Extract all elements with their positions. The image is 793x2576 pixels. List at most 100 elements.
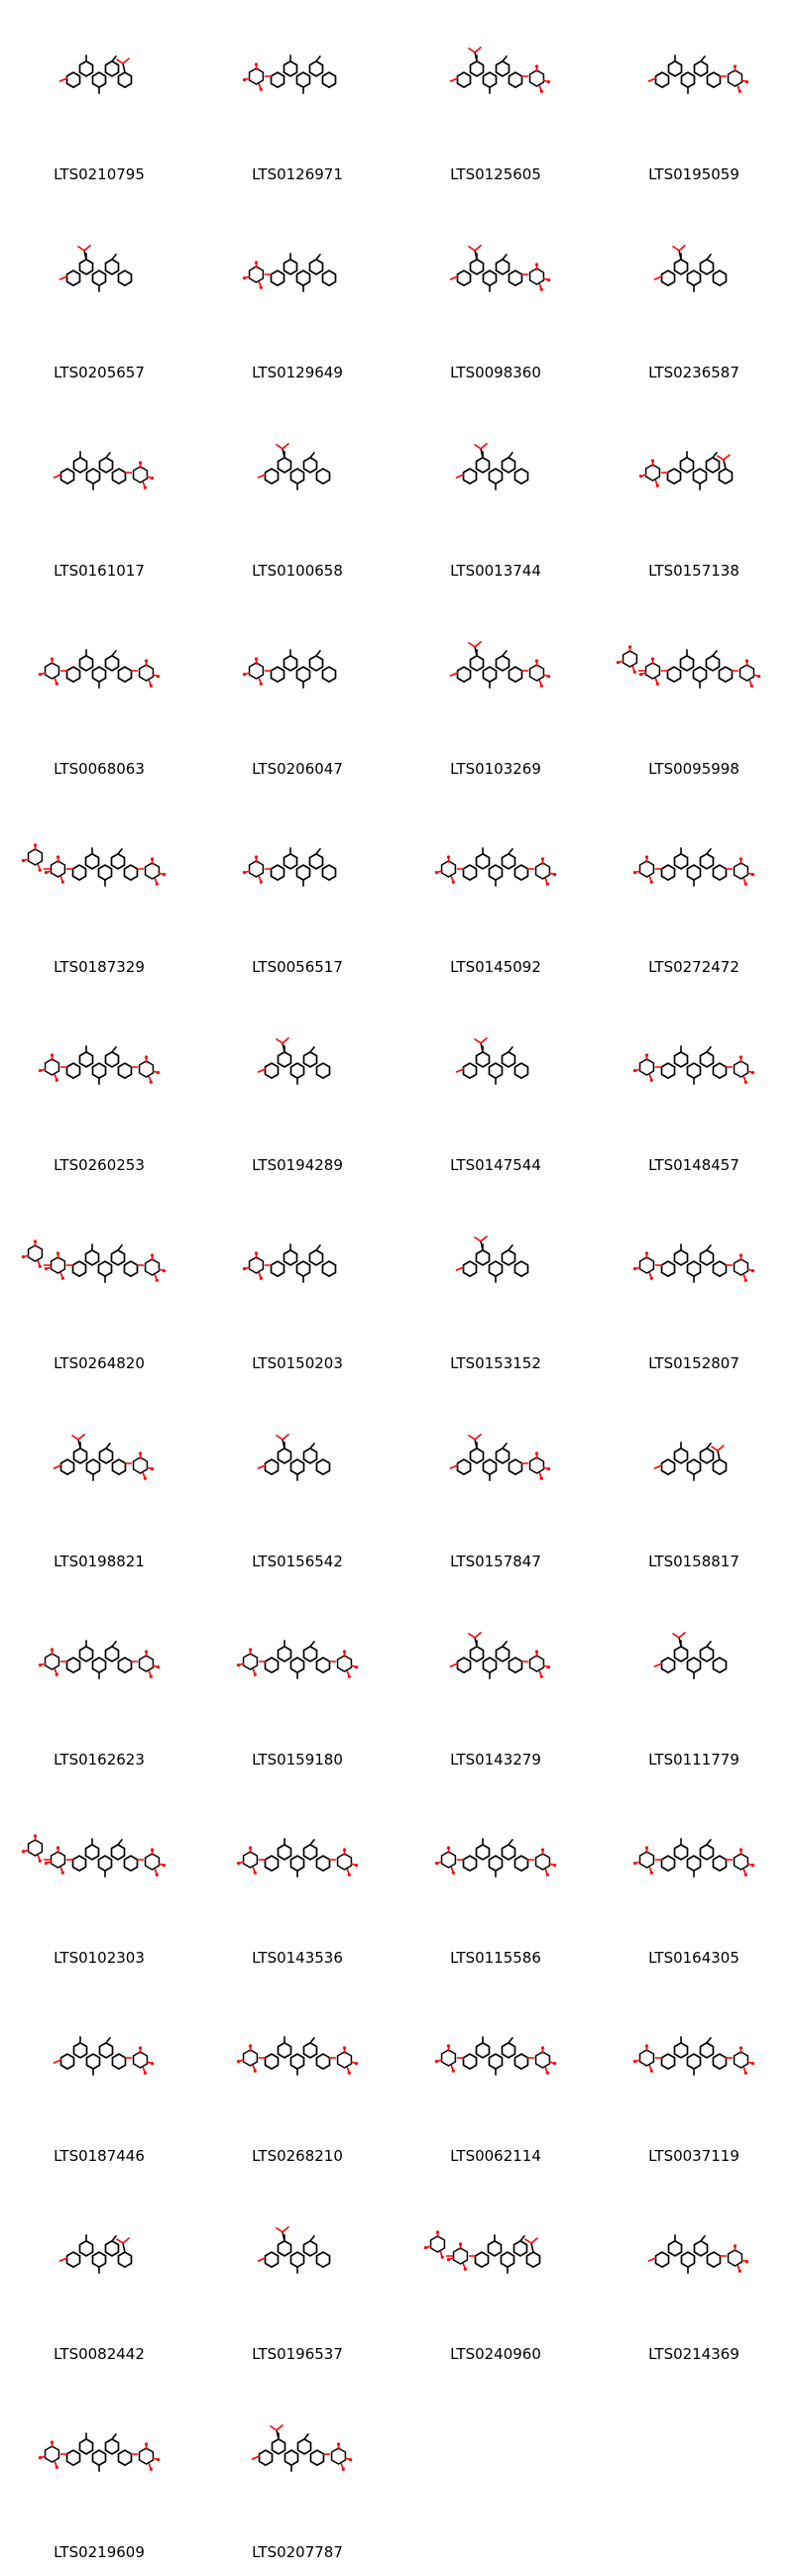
methyl-bond bbox=[503, 651, 507, 656]
fused-ring bbox=[118, 2450, 131, 2465]
triterpene-core bbox=[668, 650, 733, 688]
fused-ring bbox=[93, 667, 106, 682]
molecule-structure bbox=[396, 1585, 595, 1734]
methyl-bond bbox=[503, 1642, 507, 1647]
molecule-structure bbox=[595, 1387, 793, 1536]
methyl-bond bbox=[106, 453, 110, 458]
fused-ring bbox=[484, 72, 497, 87]
fused-ring bbox=[662, 865, 675, 880]
hydroxyl-oxygen bbox=[633, 1267, 636, 1270]
sugar-ring-bonds bbox=[140, 1656, 154, 1671]
triterpene-core bbox=[656, 2235, 721, 2273]
carboxyl-group bbox=[469, 246, 481, 260]
hydroxyl-oxygen bbox=[745, 2260, 748, 2263]
hydroxyl-oxygen bbox=[39, 869, 42, 872]
hydroxyl-oxygen bbox=[739, 1055, 742, 1058]
fused-ring bbox=[266, 2054, 279, 2069]
fused-ring bbox=[490, 865, 503, 880]
fused-ring bbox=[514, 1063, 527, 1078]
hydroxyl-bond bbox=[475, 246, 481, 251]
triterpene-core bbox=[668, 452, 733, 489]
fused-ring bbox=[477, 2043, 490, 2058]
carboxyl-bond bbox=[679, 251, 681, 260]
sugar-ring-bonds bbox=[735, 1854, 748, 1870]
hydroxyl-oxygen bbox=[435, 2060, 438, 2063]
hydroxyl-bond bbox=[54, 1465, 60, 1468]
molecule-cell: LTS0100658 bbox=[198, 396, 396, 594]
hydroxyl-oxygen bbox=[751, 1864, 754, 1867]
hydroxyl-oxygen bbox=[447, 2258, 450, 2261]
fused-ring bbox=[316, 2054, 329, 2069]
fused-ring bbox=[272, 72, 284, 87]
hydroxyl-bond bbox=[59, 78, 66, 81]
molecule-structure bbox=[396, 198, 595, 347]
sugar-ring bbox=[530, 1650, 551, 1677]
methyl-bond bbox=[112, 1047, 116, 1052]
sugar-ring bbox=[735, 1253, 755, 1281]
molecule-id-label: LTS0129649 bbox=[198, 364, 396, 381]
fused-ring bbox=[87, 1459, 100, 1474]
fused-ring bbox=[477, 1250, 490, 1265]
sugar-ring-bonds bbox=[146, 1854, 160, 1870]
hydroxyl-oxygen bbox=[249, 1648, 252, 1651]
fused-ring bbox=[284, 854, 297, 869]
sugar-ring-bonds bbox=[735, 1259, 748, 1275]
hydroxyl-bond bbox=[252, 2456, 259, 2459]
hydroxyl-oxygen bbox=[39, 1860, 42, 1863]
fused-ring bbox=[688, 1063, 701, 1078]
carboxyl-bond bbox=[475, 1440, 477, 1449]
molecule-structure bbox=[0, 396, 198, 545]
molecule-cell: LTS0102303 bbox=[0, 1783, 198, 1982]
hydroxyl-bond bbox=[277, 2425, 283, 2430]
molecule-cell: LTS0159180 bbox=[198, 1585, 396, 1783]
carboxyl-group bbox=[72, 1435, 84, 1449]
hydroxyl-bond bbox=[456, 1069, 463, 1072]
fused-ring bbox=[80, 61, 93, 76]
molecule-cell: LTS0187446 bbox=[0, 1982, 198, 2180]
molecule-structure bbox=[595, 991, 793, 1139]
hydroxyl-oxygen bbox=[645, 855, 648, 858]
sugar-ring bbox=[134, 461, 155, 488]
methyl-bond bbox=[509, 2038, 512, 2043]
sugar-ring-bonds bbox=[454, 2248, 468, 2264]
molecule-cell: LTS0150203 bbox=[198, 1189, 396, 1387]
fused-ring bbox=[80, 260, 93, 274]
fused-ring bbox=[260, 2450, 273, 2465]
fused-ring bbox=[291, 1063, 304, 1078]
hydroxyl-oxygen bbox=[255, 657, 258, 660]
hydroxyl-bond bbox=[648, 78, 655, 81]
carbonyl-bond bbox=[277, 1436, 283, 1440]
fused-ring bbox=[272, 865, 284, 880]
hydroxyl-oxygen bbox=[645, 2044, 648, 2047]
hydroxyl-oxygen bbox=[751, 2062, 754, 2065]
sugar-ring-bonds bbox=[646, 663, 660, 679]
carbonyl-bond bbox=[271, 2426, 277, 2430]
hydroxyl-oxygen bbox=[348, 1675, 351, 1678]
fused-ring bbox=[273, 2439, 285, 2454]
methyl-bond bbox=[713, 651, 717, 656]
molecule-cell: LTS0153152 bbox=[396, 1189, 595, 1387]
sugar-ring bbox=[633, 1846, 654, 1874]
sugar-ring-bonds bbox=[740, 665, 754, 681]
molecule-id-label: LTS0161017 bbox=[0, 562, 198, 580]
triterpene-core bbox=[67, 254, 132, 291]
fused-ring bbox=[477, 458, 490, 473]
fused-ring bbox=[471, 260, 484, 274]
molecule-id-label: LTS0196537 bbox=[198, 2345, 396, 2363]
triterpene-core bbox=[464, 848, 528, 886]
molecule-cell: LTS0143279 bbox=[396, 1585, 595, 1783]
hydroxyl-oxygen bbox=[51, 657, 54, 660]
sugar-ring bbox=[617, 645, 637, 673]
hydroxyl-oxygen bbox=[157, 675, 160, 678]
molecule-id-label: LTS0207787 bbox=[198, 2543, 396, 2561]
hydroxyl-oxygen bbox=[151, 477, 154, 480]
fused-ring bbox=[106, 1647, 119, 1662]
methyl-bond bbox=[316, 1245, 320, 1250]
fused-ring bbox=[695, 2241, 708, 2256]
hydroxyl-oxygen bbox=[535, 1650, 538, 1653]
hydroxyl-bond bbox=[258, 1069, 265, 1072]
triterpene-core bbox=[662, 1641, 727, 1678]
fused-ring bbox=[701, 854, 714, 869]
hydroxyl-oxygen bbox=[650, 2070, 653, 2073]
molecule-id-label: LTS0103269 bbox=[396, 760, 595, 778]
